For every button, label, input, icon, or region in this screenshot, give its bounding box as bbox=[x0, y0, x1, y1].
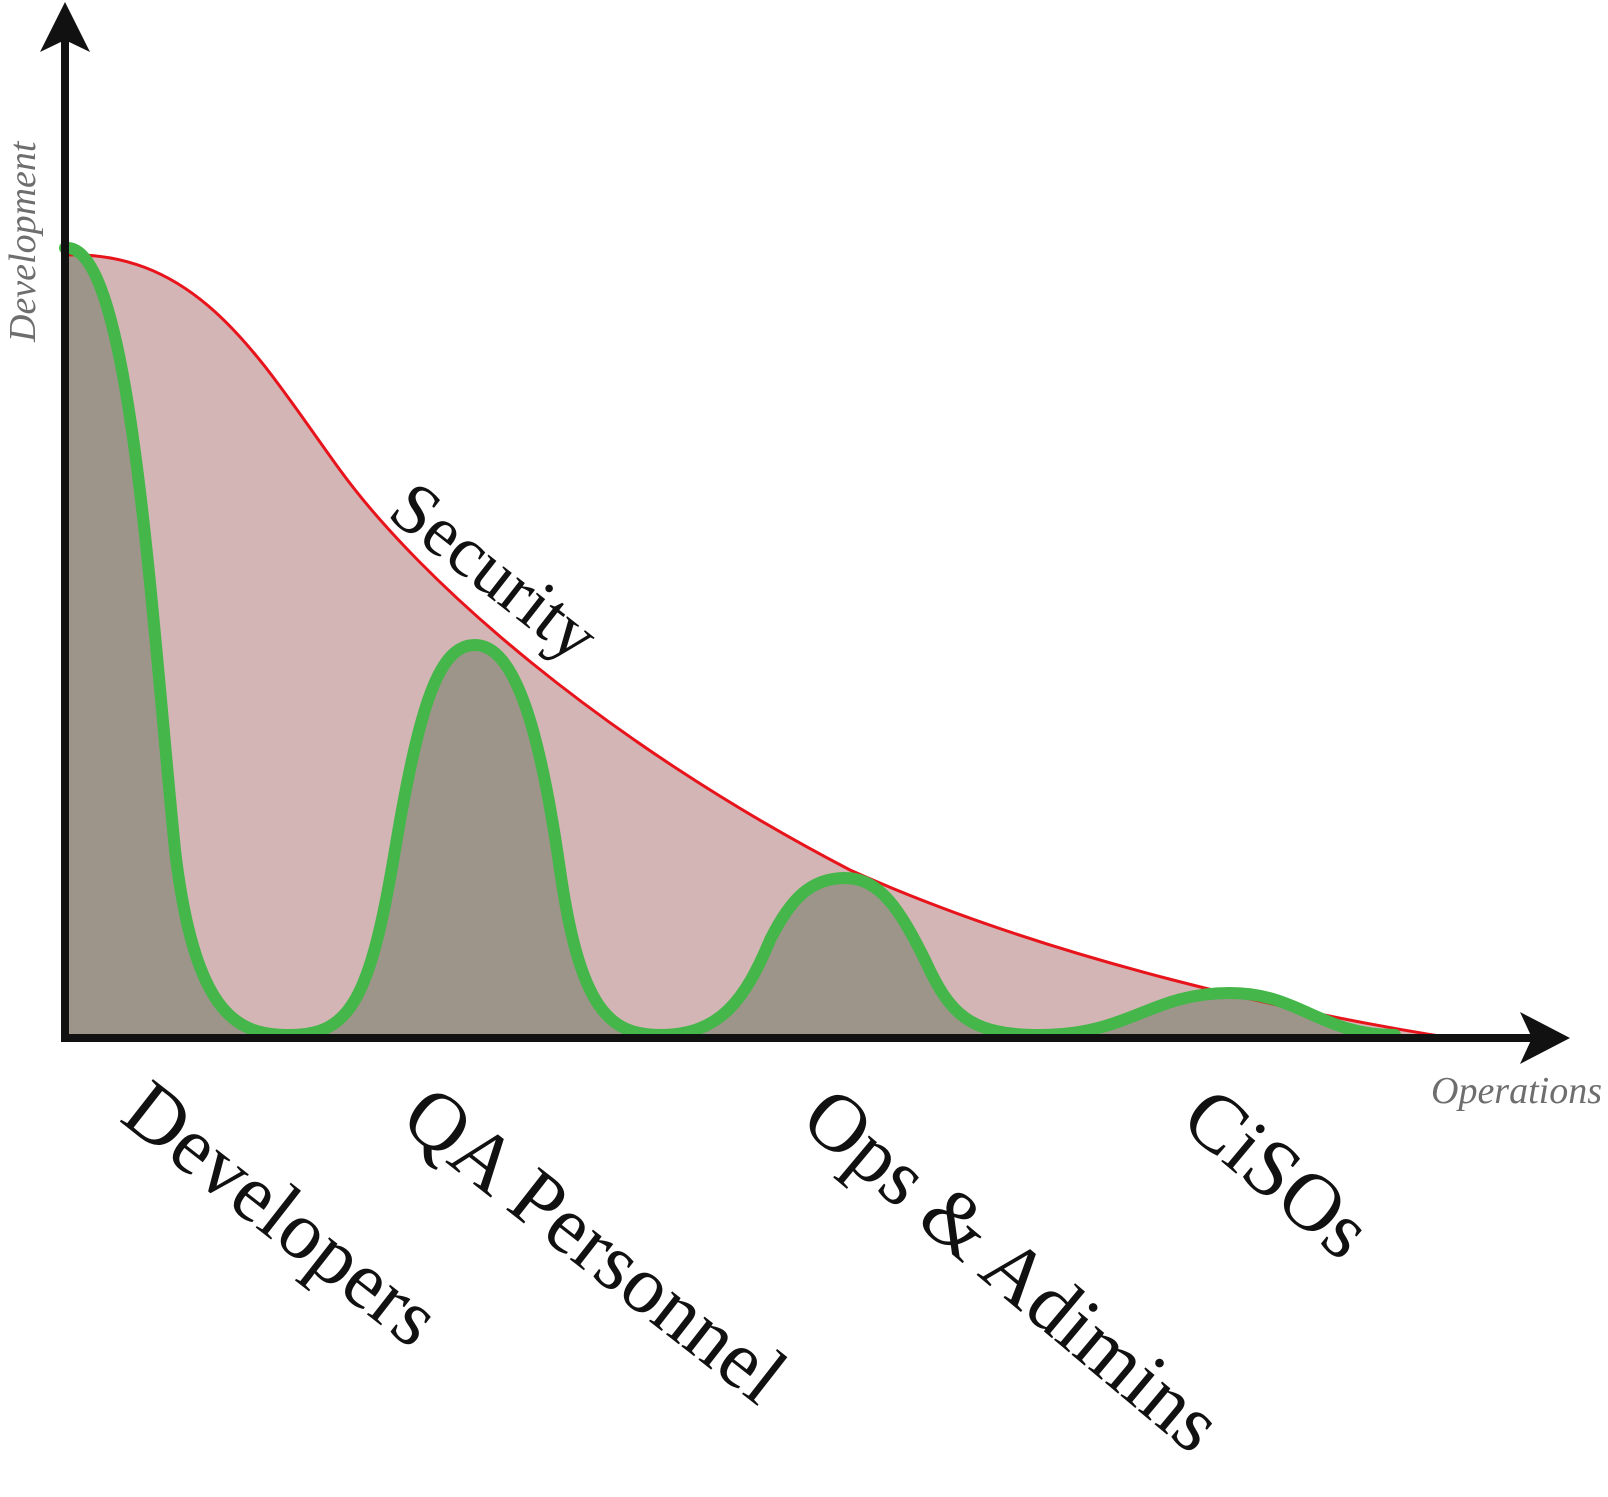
stage-label: CiSOs bbox=[1166, 1069, 1389, 1276]
y-axis-label: Development bbox=[2, 140, 44, 343]
stage-label: QA Personnel bbox=[387, 1067, 804, 1421]
y-axis-arrow bbox=[40, 2, 90, 52]
security-curve bbox=[64, 253, 1466, 1042]
security-area bbox=[65, 254, 1465, 1040]
x-axis-label: Operations bbox=[1431, 1070, 1602, 1112]
x-axis-arrow bbox=[1520, 1012, 1570, 1064]
stage-label: Developers bbox=[107, 1062, 457, 1364]
stage-label: Ops & Adimins bbox=[786, 1069, 1239, 1470]
